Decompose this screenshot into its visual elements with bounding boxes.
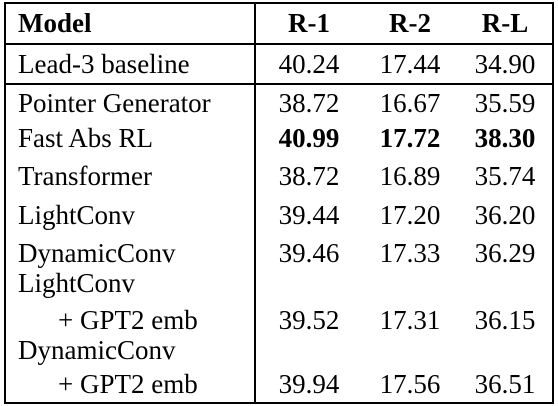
row-r2: 16.89 bbox=[379, 161, 441, 191]
row-r1: 39.52 bbox=[278, 305, 340, 335]
row-rl: 34.90 bbox=[474, 49, 536, 79]
header-model: Model bbox=[18, 8, 92, 38]
row-rl: 35.74 bbox=[474, 161, 536, 191]
column-separator bbox=[254, 4, 256, 402]
row-r1: 39.94 bbox=[278, 369, 340, 399]
row-rl: 38.30 bbox=[474, 123, 536, 153]
row-rl: 36.51 bbox=[474, 369, 536, 399]
row-r2: 17.31 bbox=[379, 305, 441, 335]
baseline-rule bbox=[6, 83, 552, 85]
row-model: DynamicConv bbox=[18, 238, 176, 268]
table-row: Pointer Generator 38.72 16.67 35.59 bbox=[6, 84, 552, 122]
row-rl: 36.20 bbox=[474, 200, 536, 230]
header-rule bbox=[6, 43, 552, 45]
header-r1: R-1 bbox=[288, 8, 330, 38]
row-r2: 17.72 bbox=[379, 123, 441, 153]
results-table: Model R-1 R-2 R-L Lead-3 baseline 40.24 … bbox=[4, 2, 554, 404]
row-r1: 38.72 bbox=[278, 161, 340, 191]
row-r1: 38.72 bbox=[278, 88, 340, 118]
row-model: LightConv bbox=[18, 200, 136, 230]
row-model: Transformer bbox=[18, 161, 152, 191]
row-rl: 36.15 bbox=[474, 305, 536, 335]
row-model-line2: + GPT2 emb bbox=[58, 369, 198, 399]
row-model: Fast Abs RL bbox=[18, 123, 154, 153]
row-r2: 17.33 bbox=[379, 238, 441, 268]
table-row: Transformer 38.72 16.89 35.74 bbox=[6, 157, 552, 195]
row-r2: 17.20 bbox=[379, 200, 441, 230]
row-model: Pointer Generator bbox=[18, 88, 211, 118]
row-model-line1: DynamicConv bbox=[18, 335, 176, 365]
header-row: Model R-1 R-2 R-L bbox=[6, 4, 552, 42]
row-r2: 17.56 bbox=[379, 369, 441, 399]
row-model-line1: LightConv bbox=[18, 268, 136, 298]
table-row: DynamicConv bbox=[6, 331, 552, 369]
row-r1: 40.99 bbox=[278, 123, 340, 153]
table-row: Fast Abs RL 40.99 17.72 38.30 bbox=[6, 119, 552, 157]
row-model: Lead-3 baseline bbox=[18, 49, 190, 79]
row-r1: 39.44 bbox=[278, 200, 340, 230]
row-r2: 17.44 bbox=[379, 49, 441, 79]
table-row: DynamicConv 39.46 17.33 36.29 bbox=[6, 234, 552, 272]
row-r2: 16.67 bbox=[379, 88, 441, 118]
row-r1: 39.46 bbox=[278, 238, 340, 268]
row-model-line2: + GPT2 emb bbox=[58, 305, 198, 335]
table-row: + GPT2 emb 39.52 17.31 36.15 bbox=[6, 301, 552, 339]
table-row: + GPT2 emb 39.94 17.56 36.51 bbox=[6, 365, 552, 403]
row-rl: 36.29 bbox=[474, 238, 536, 268]
row-r1: 40.24 bbox=[278, 49, 340, 79]
header-r2: R-2 bbox=[389, 8, 431, 38]
header-rl: R-L bbox=[481, 8, 529, 38]
row-rl: 35.59 bbox=[474, 88, 536, 118]
table-row: LightConv bbox=[6, 264, 552, 302]
table-row: Lead-3 baseline 40.24 17.44 34.90 bbox=[6, 45, 552, 83]
table-row: LightConv 39.44 17.20 36.20 bbox=[6, 196, 552, 234]
